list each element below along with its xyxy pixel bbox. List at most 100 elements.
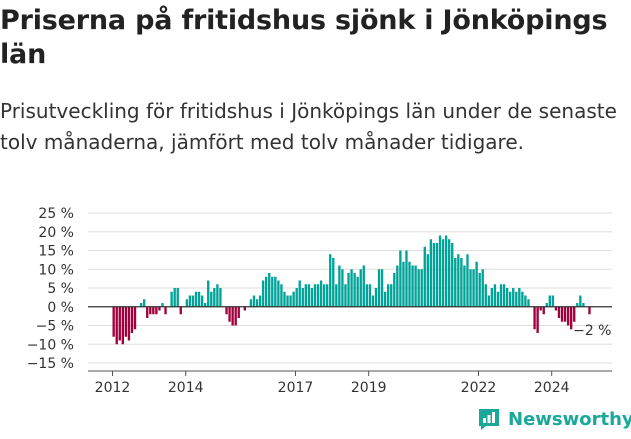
- bar: [194, 291, 198, 307]
- bar: [326, 284, 329, 307]
- bar: [444, 235, 448, 307]
- x-tick-label: 2022: [461, 380, 497, 396]
- bar: [341, 269, 344, 307]
- newsworthy-logo-icon: [479, 409, 499, 430]
- y-tick-label: 20 %: [38, 225, 74, 241]
- bar: [472, 269, 475, 307]
- bar: [344, 284, 347, 307]
- bar: [252, 295, 256, 307]
- bar: [402, 261, 405, 307]
- bar: [469, 269, 472, 307]
- bar: [185, 299, 189, 307]
- bar: [496, 291, 500, 307]
- y-tick-label: 10 %: [38, 262, 74, 278]
- bar: [588, 306, 591, 315]
- y-tick-label: −15 %: [27, 356, 74, 372]
- bar: [289, 295, 292, 307]
- bar: [423, 246, 426, 307]
- bar: [200, 295, 204, 307]
- newsworthy-logo: Newsworthy: [476, 406, 631, 432]
- bar: [356, 276, 359, 307]
- bar-chart: 25 % 20 % 15 % 10 % 5 % 0 % −5 % −10 % −15 % 201…: [27, 206, 612, 396]
- bar: [368, 284, 372, 307]
- bar: [551, 295, 555, 307]
- bar: [408, 261, 411, 307]
- bar: [451, 243, 454, 307]
- bar: [115, 306, 118, 345]
- bar: [283, 291, 286, 307]
- bar: [573, 306, 576, 322]
- bar: [426, 254, 429, 307]
- x-tick-label: 2024: [534, 380, 570, 396]
- bar: [554, 306, 558, 311]
- bar: [158, 306, 161, 311]
- y-axis-labels: 25 % 20 % 15 % 10 % 5 % 0 % −5 % −10 % −15 %: [27, 206, 74, 372]
- bar: [112, 306, 115, 337]
- bar: [460, 258, 463, 307]
- bar: [173, 288, 176, 307]
- bar: [393, 273, 396, 307]
- bar: [216, 284, 219, 307]
- bar: [570, 306, 573, 330]
- bar: [249, 299, 253, 307]
- bar: [301, 288, 304, 307]
- bar: [457, 254, 460, 307]
- bar: [191, 295, 195, 307]
- bar: [176, 288, 179, 307]
- bar: [225, 306, 228, 315]
- bar: [146, 306, 149, 318]
- x-tick-label: 2014: [168, 380, 204, 396]
- bar: [396, 265, 399, 307]
- bar: [124, 306, 128, 337]
- x-tick-label: 2019: [351, 380, 387, 396]
- bar: [487, 295, 490, 307]
- bar: [207, 280, 210, 307]
- bar: [234, 306, 237, 326]
- bar: [405, 250, 408, 307]
- bar: [557, 306, 561, 318]
- bar: [454, 258, 457, 307]
- bar: [432, 243, 436, 307]
- bar: [414, 265, 417, 307]
- bar: [466, 254, 469, 307]
- bar: [316, 284, 320, 307]
- bar: [563, 306, 567, 322]
- bar: [463, 265, 466, 307]
- y-tick-label: 15 %: [38, 244, 74, 260]
- bar: [164, 306, 167, 315]
- bar: [261, 280, 265, 307]
- bar: [383, 291, 387, 307]
- gridlines: [88, 212, 612, 364]
- bar: [353, 273, 356, 307]
- bar: [277, 280, 280, 307]
- bar: [280, 284, 283, 307]
- bar: [188, 295, 192, 307]
- bar: [377, 269, 381, 307]
- bar: [509, 291, 512, 307]
- bar: [231, 306, 234, 326]
- bar: [258, 295, 262, 307]
- bar: [390, 284, 393, 307]
- bar: [579, 295, 582, 307]
- bar: [265, 276, 268, 307]
- bar: [518, 288, 521, 307]
- bar: [417, 269, 420, 307]
- bar: [484, 284, 487, 307]
- bar: [310, 288, 314, 307]
- bar: [545, 303, 548, 307]
- bar: [197, 291, 201, 307]
- bar: [170, 291, 173, 307]
- bar: [548, 295, 551, 307]
- bar: [475, 261, 478, 307]
- bar: [121, 306, 124, 345]
- bar: [152, 306, 155, 315]
- bar: [438, 235, 442, 307]
- y-tick-label: 25 %: [38, 206, 74, 222]
- bar: [499, 284, 503, 307]
- y-tick-label: −10 %: [27, 337, 74, 353]
- bar: [347, 273, 350, 307]
- bar: [295, 288, 298, 307]
- bar: [515, 291, 518, 307]
- bar: [219, 288, 222, 307]
- bar: [512, 288, 515, 307]
